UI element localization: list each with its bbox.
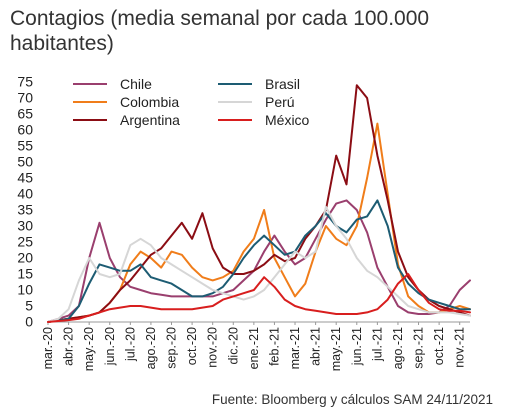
- legend-label: Chile: [120, 76, 152, 92]
- x-tick-label: feb.-21: [267, 327, 281, 366]
- series-line: [47, 84, 471, 323]
- x-axis: mar.-20 abr.-20 may.-20 jun.-20 jul.-20 ago.-…: [41, 321, 470, 371]
- y-tick-label: 75: [17, 74, 33, 90]
- x-tick-label: oct.-20: [185, 327, 199, 365]
- chart-title-line-2: habitantes): [10, 32, 114, 55]
- y-tick-label: 45: [17, 170, 33, 186]
- chart-title-line-1: Contagios (media semanal por cada 100.00…: [10, 7, 430, 30]
- x-tick-label: may.-20: [82, 327, 96, 371]
- x-tick-label: may.-21: [329, 327, 343, 371]
- x-tick-label: abr.-20: [62, 327, 76, 366]
- x-tick-label: jul.-20: [123, 327, 137, 362]
- y-tick-label: 55: [17, 138, 33, 154]
- y-tick-label: 20: [17, 250, 33, 266]
- series-line: [47, 199, 471, 323]
- source-note: Fuente: Bloomberg y cálculos SAM 24/11/2…: [211, 392, 493, 407]
- y-tick-label: 40: [17, 186, 33, 202]
- series-line: [47, 205, 471, 323]
- y-tick-label: 0: [25, 314, 33, 330]
- x-tick-label: jun.-21: [350, 327, 364, 366]
- x-tick-label: oct.-21: [432, 327, 446, 365]
- legend-label: Brasil: [265, 76, 300, 92]
- series-line: [47, 273, 471, 323]
- legend: Chile Colombia Argentina Brasil Perú México: [73, 76, 310, 128]
- x-tick-label: sep.-20: [165, 327, 179, 369]
- y-tick-label: 70: [17, 90, 33, 106]
- x-tick-label: mar.-21: [288, 327, 302, 369]
- x-tick-label: sep.-21: [412, 327, 426, 369]
- y-tick-label: 15: [17, 266, 33, 282]
- series-lines: [47, 84, 471, 323]
- y-tick-label: 30: [17, 218, 33, 234]
- y-tick-label: 60: [17, 122, 33, 138]
- x-tick-label: nov.-21: [453, 327, 467, 368]
- legend-label: Perú: [265, 94, 295, 110]
- x-tick-label: mar.-20: [41, 327, 55, 369]
- x-tick-label: nov.-20: [206, 327, 220, 368]
- legend-label: México: [265, 112, 310, 128]
- x-tick-label: ene.-21: [247, 327, 261, 369]
- x-tick-label: ago.-20: [144, 327, 158, 369]
- legend-label: Argentina: [120, 112, 180, 128]
- x-tick-label: ago.-21: [391, 327, 405, 369]
- x-tick-label: abr.-21: [309, 327, 323, 366]
- x-tick-label: dic.-20: [226, 327, 240, 365]
- y-tick-label: 50: [17, 154, 33, 170]
- x-tick-label: jun.-20: [103, 327, 117, 366]
- y-tick-label: 5: [25, 298, 33, 314]
- y-tick-label: 10: [17, 282, 33, 298]
- legend-label: Colombia: [120, 94, 179, 110]
- chart-title: Contagios (media semanal por cada 100.00…: [10, 6, 500, 56]
- y-tick-label: 25: [17, 234, 33, 250]
- y-tick-label: 35: [17, 202, 33, 218]
- x-tick-label: jul.-21: [370, 327, 384, 362]
- y-tick-label: 65: [17, 106, 33, 122]
